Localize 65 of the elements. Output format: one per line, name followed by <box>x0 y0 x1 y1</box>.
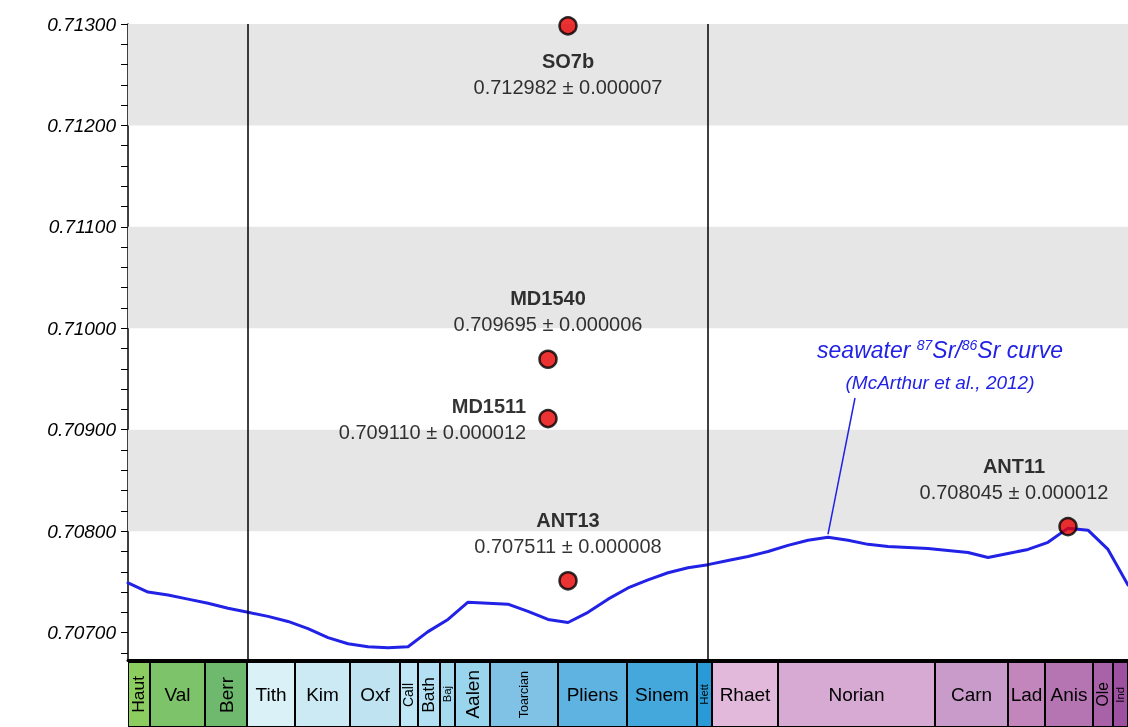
y-tick-label: 0.70700 <box>47 622 117 644</box>
timescale-cell: Ind <box>1113 662 1128 727</box>
data-label: 0.712982 ± 0.000007 <box>473 75 663 98</box>
y-tick-label: 0.71000 <box>47 317 117 339</box>
data-label: 0.709110 ± 0.000012 <box>338 420 527 443</box>
category-label: Oxf <box>360 684 390 705</box>
category-label: Kim <box>306 684 339 705</box>
category-label: Lad <box>1010 684 1043 705</box>
y-tick-label: 0.71200 <box>47 114 117 136</box>
timescale-cell: Sinem <box>627 662 697 727</box>
category-label: Bath <box>418 676 439 713</box>
timescale-cell: Baj <box>440 662 455 727</box>
category-label: Toarcian <box>516 670 531 719</box>
timescale-cell: Berr <box>205 662 247 727</box>
series-label: MD1511 <box>451 394 527 417</box>
timescale-cell: Bath <box>418 662 440 727</box>
category-label: Haut <box>128 676 149 713</box>
category-label: Anis <box>1050 684 1088 705</box>
annotation: (McArthur et al., 2012) <box>845 371 1035 393</box>
category-label: Ind <box>1113 686 1127 703</box>
series-label: SO7b <box>541 49 595 72</box>
point <box>1058 516 1078 537</box>
data-label: 0.707511 ± 0.000008 <box>474 535 662 558</box>
category-label: Aalen <box>462 670 483 719</box>
category-label: Call <box>400 682 417 707</box>
text: ANT11 <box>982 454 1046 477</box>
point <box>538 408 558 429</box>
y-tick-label: 0.70800 <box>47 520 117 542</box>
y-tick-label: 0.71100 <box>48 216 117 238</box>
timescale-cell: Norian <box>778 662 935 727</box>
timescale-cell: Toarcian <box>490 662 558 727</box>
timescale-cell: Lad <box>1008 662 1045 727</box>
category-label: Berr <box>215 676 237 713</box>
category-label: Pliens <box>566 684 619 705</box>
category-label: Val <box>164 684 191 705</box>
point <box>558 571 578 591</box>
timescale-cell: Rhaet <box>712 662 778 727</box>
category-label: Ole <box>1094 682 1112 707</box>
timescale-cell: Anis <box>1045 662 1093 727</box>
timescale-cell: Val <box>150 662 205 727</box>
timescale-cell: Ole <box>1093 662 1113 727</box>
category-label: Baj <box>440 686 454 703</box>
category-label: Hett <box>697 684 711 705</box>
category-label: Norian <box>828 684 885 705</box>
text: MD1540 <box>510 287 586 310</box>
category-label: Carn <box>950 684 993 705</box>
timescale-cell: Hett <box>697 662 712 727</box>
timescale-cell: Oxf <box>350 662 400 727</box>
category-label: Rhaet <box>719 684 771 705</box>
timescale-cell: Kim <box>295 662 350 727</box>
timescale-cell: Call <box>400 662 418 727</box>
timescale-cell: Tith <box>247 662 295 727</box>
point <box>538 349 558 369</box>
y-tick-label: 0.70900 <box>47 419 117 441</box>
y-tick-label: 0.71300 <box>47 13 117 35</box>
data-label: 0.709695 ± 0.000006 <box>453 313 643 336</box>
text: ANT13 <box>536 509 600 532</box>
point <box>558 16 578 36</box>
timescale-cell: Carn <box>935 662 1008 727</box>
timescale-cell: Aalen <box>455 662 490 727</box>
category-label: Sinem <box>635 684 689 705</box>
data-label: 0.708045 ± 0.000012 <box>919 480 1109 503</box>
timescale-cell: Pliens <box>558 662 627 727</box>
category-label: Tith <box>255 684 287 705</box>
timescale-cell: Haut <box>128 662 150 727</box>
